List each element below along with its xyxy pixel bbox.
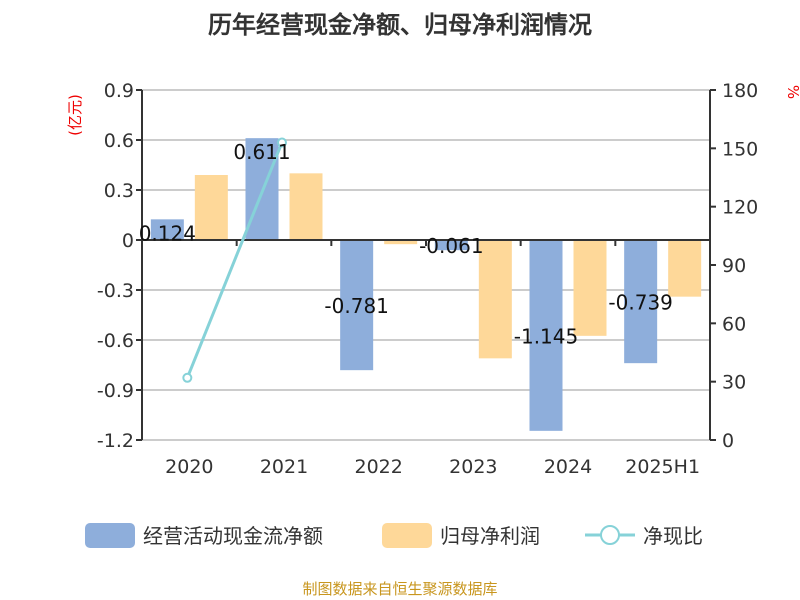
left-tick-label: -1.2 bbox=[97, 430, 134, 452]
ratio-point bbox=[277, 137, 287, 148]
left-tick-label: -0.6 bbox=[97, 330, 134, 352]
left-tick-label: -0.3 bbox=[97, 280, 134, 302]
cashflow-data-label: -0.061 bbox=[419, 234, 483, 258]
legend-profit-label: 归母净利润 bbox=[440, 524, 540, 548]
ratio-line bbox=[185, 141, 284, 379]
ratio-point bbox=[182, 372, 193, 383]
legend-ratio-marker bbox=[600, 525, 620, 545]
left-tick-label: 0.6 bbox=[104, 130, 134, 152]
net-profit-bar bbox=[194, 175, 228, 240]
legend-ratio-label: 净现比 bbox=[643, 524, 703, 548]
x-tick-label: 2024 bbox=[544, 456, 592, 478]
net-profit-bar bbox=[289, 173, 323, 240]
right-tick-label: 30 bbox=[722, 372, 746, 394]
legend-profit-swatch bbox=[382, 523, 432, 548]
x-tick-label: 2023 bbox=[449, 456, 497, 478]
x-tick-label: 2025H1 bbox=[625, 456, 700, 478]
right-tick-label: 90 bbox=[722, 255, 746, 277]
net-profit-bar bbox=[668, 240, 702, 297]
net-profit-bar bbox=[573, 240, 607, 336]
cashflow-bar bbox=[340, 240, 374, 371]
left-tick-label: 0.9 bbox=[104, 80, 134, 102]
right-tick-label: 150 bbox=[722, 138, 758, 160]
left-tick-label: -0.9 bbox=[97, 380, 134, 402]
left-tick-label: 0 bbox=[122, 230, 134, 252]
cashflow-bar bbox=[434, 240, 468, 251]
legend-cashflow-swatch bbox=[85, 523, 135, 548]
cashflow-bar bbox=[624, 240, 658, 364]
cashflow-data-label: 0.611 bbox=[233, 140, 290, 164]
chart-title: 历年经营现金净额、归母净利润情况 bbox=[208, 11, 592, 39]
cashflow-data-label: 0.124 bbox=[139, 221, 196, 245]
legend-cashflow-label: 经营活动现金流净额 bbox=[143, 524, 323, 548]
left-tick-label: 0.3 bbox=[104, 180, 134, 202]
right-tick-label: 0 bbox=[722, 430, 734, 452]
right-tick-label: 120 bbox=[722, 197, 758, 219]
x-tick-label: 2022 bbox=[354, 456, 402, 478]
cashflow-data-label: -0.781 bbox=[324, 294, 388, 318]
x-tick-label: 2020 bbox=[165, 456, 213, 478]
right-axis-unit: % bbox=[784, 85, 800, 99]
left-axis-unit: (亿元) bbox=[66, 94, 84, 136]
net-profit-bar bbox=[384, 240, 418, 245]
net-profit-bar bbox=[478, 240, 512, 359]
right-tick-label: 180 bbox=[722, 80, 758, 102]
cashflow-data-label: -1.145 bbox=[514, 324, 578, 348]
cashflow-bar bbox=[150, 219, 184, 240]
x-tick-label: 2021 bbox=[260, 456, 308, 478]
source-note: 制图数据来自恒生聚源数据库 bbox=[302, 580, 497, 598]
right-tick-label: 60 bbox=[722, 313, 746, 335]
cashflow-data-label: -0.739 bbox=[608, 291, 672, 315]
cashflow-bar bbox=[529, 240, 563, 431]
